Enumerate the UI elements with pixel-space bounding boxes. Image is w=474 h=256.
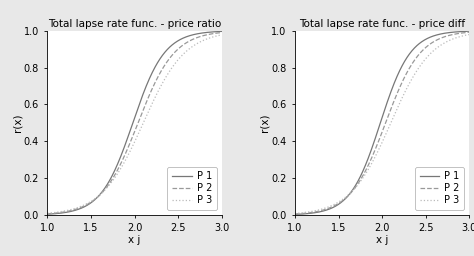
P 2 <box>215 31 220 35</box>
X-axis label: x j: x j <box>128 235 141 245</box>
P 3 <box>462 34 468 37</box>
P 3 <box>187 47 193 50</box>
P 1 <box>148 73 154 76</box>
P 1 <box>375 129 381 132</box>
Title: Total lapse rate func. - price diff: Total lapse rate func. - price diff <box>299 18 465 29</box>
P 1 <box>139 96 145 99</box>
Line: P 3: P 3 <box>47 35 222 213</box>
P 2 <box>396 88 401 91</box>
P 1 <box>45 213 50 216</box>
Y-axis label: r(x): r(x) <box>260 114 270 132</box>
P 2 <box>139 112 145 115</box>
P 2 <box>187 39 193 42</box>
P 1 <box>292 213 298 216</box>
P 3 <box>466 33 472 36</box>
Y-axis label: r(x): r(x) <box>12 114 22 132</box>
P 3 <box>376 148 382 151</box>
P 3 <box>435 46 441 49</box>
P 2 <box>462 31 468 34</box>
P 3 <box>45 212 50 215</box>
P 2 <box>292 212 298 216</box>
P 1 <box>396 71 401 74</box>
Line: P 1: P 1 <box>295 31 469 215</box>
P 3 <box>128 150 133 153</box>
P 3 <box>148 104 154 107</box>
P 2 <box>466 31 472 34</box>
P 3 <box>128 147 134 151</box>
P 3 <box>396 104 401 107</box>
Legend: P 1, P 2, P 3: P 1, P 2, P 3 <box>167 167 217 210</box>
P 1 <box>215 30 220 33</box>
P 2 <box>219 31 225 34</box>
P 3 <box>215 34 220 37</box>
Line: P 1: P 1 <box>47 31 222 214</box>
P 2 <box>128 138 134 142</box>
P 2 <box>45 212 50 215</box>
Legend: P 1, P 2, P 3: P 1, P 2, P 3 <box>415 167 465 210</box>
X-axis label: x j: x j <box>376 235 388 245</box>
Title: Total lapse rate func. - price ratio: Total lapse rate func. - price ratio <box>48 18 221 29</box>
P 2 <box>435 38 441 41</box>
P 2 <box>376 139 382 142</box>
P 1 <box>462 30 468 33</box>
P 1 <box>187 34 193 37</box>
Line: P 2: P 2 <box>47 33 222 214</box>
P 3 <box>386 125 392 128</box>
P 3 <box>139 125 145 128</box>
P 2 <box>386 112 392 115</box>
P 1 <box>376 126 382 129</box>
P 3 <box>292 212 298 215</box>
P 1 <box>435 33 441 36</box>
P 1 <box>128 126 134 129</box>
Line: P 3: P 3 <box>295 35 469 214</box>
P 3 <box>219 33 225 36</box>
P 2 <box>375 142 381 145</box>
P 1 <box>386 95 392 98</box>
P 3 <box>375 150 381 153</box>
P 1 <box>128 129 133 132</box>
P 1 <box>466 30 472 33</box>
P 2 <box>128 141 133 144</box>
Line: P 2: P 2 <box>295 32 469 214</box>
P 1 <box>219 30 225 33</box>
P 2 <box>148 89 154 92</box>
